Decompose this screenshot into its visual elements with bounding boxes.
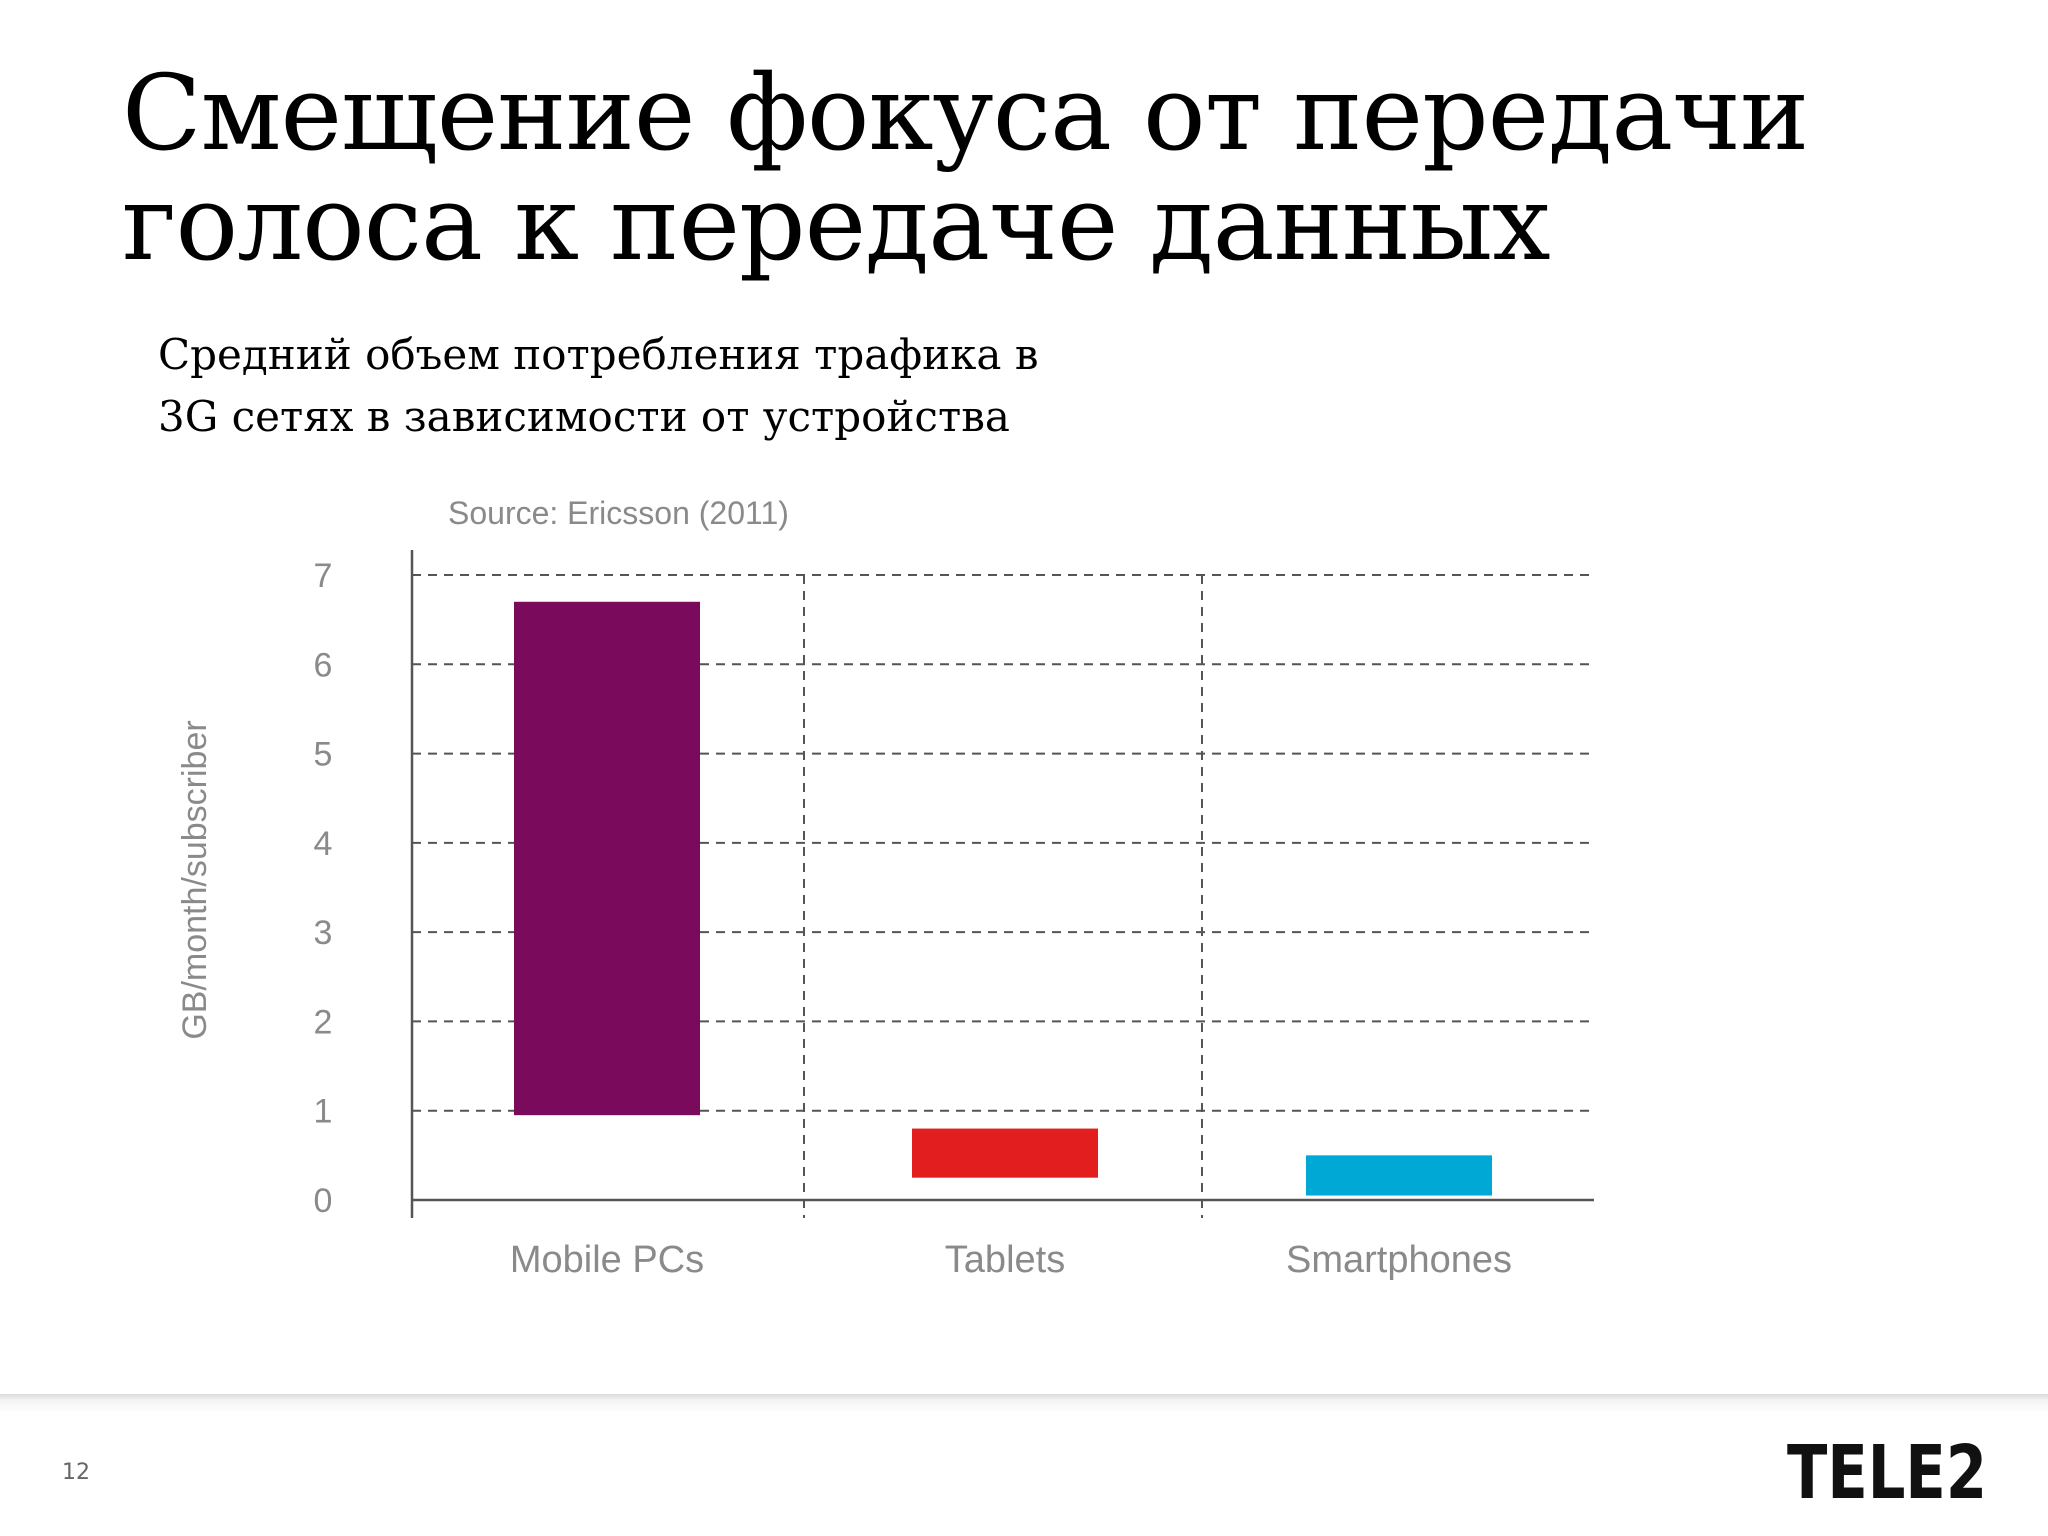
y-tick-label-7: 7 xyxy=(314,557,333,595)
slide-title-line-1: Смещение фокуса от передачи xyxy=(122,52,1809,174)
y-tick-label-3: 3 xyxy=(314,914,333,952)
y-tick-labels: 0 1 2 3 4 5 6 7 xyxy=(314,557,333,1220)
bar-chart: Source: Ericsson (2011) GB/month/subscri… xyxy=(176,495,1594,1281)
chart-caption: Средний объем потребления трафика в 3G с… xyxy=(158,324,1038,448)
x-category-label-2: Smartphones xyxy=(1286,1239,1512,1281)
chart-caption-line-2: 3G сетях в зависимости от устройства xyxy=(158,392,1010,441)
x-category-label-1: Tablets xyxy=(945,1239,1065,1281)
y-tick-label-0: 0 xyxy=(314,1182,333,1220)
tele2-logo-text: TELE2 xyxy=(1787,1430,1987,1516)
y-tick-label-5: 5 xyxy=(314,736,333,774)
chart-source-annotation: Source: Ericsson (2011) xyxy=(448,495,789,531)
y-tick-label-2: 2 xyxy=(314,1003,333,1041)
y-tick-label-4: 4 xyxy=(314,825,333,863)
y-axis-label: GB/month/subscriber xyxy=(176,720,214,1039)
footer-band xyxy=(0,1394,2048,1536)
bar-tablets xyxy=(912,1128,1098,1178)
slide-title-line-2: голоса к передаче данных xyxy=(122,162,1551,284)
x-category-label-0: Mobile PCs xyxy=(510,1239,704,1281)
x-category-labels: Mobile PCs Tablets Smartphones xyxy=(510,1239,1512,1281)
y-tick-label-6: 6 xyxy=(314,646,333,684)
tele2-logo: TELE2 xyxy=(1787,1430,1987,1516)
bar-smartphones xyxy=(1306,1155,1492,1196)
page-number: 12 xyxy=(62,1460,90,1485)
slide-title: Смещение фокуса от передачи голоса к пер… xyxy=(122,58,2002,278)
bar-mobile-pcs xyxy=(514,601,700,1116)
bars xyxy=(514,601,1492,1196)
chart-caption-line-1: Средний объем потребления трафика в xyxy=(158,330,1039,379)
y-tick-label-1: 1 xyxy=(314,1093,333,1131)
